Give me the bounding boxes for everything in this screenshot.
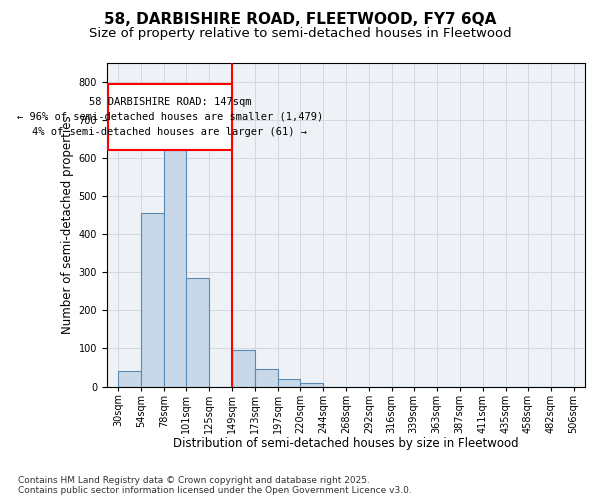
Text: 58 DARBISHIRE ROAD: 147sqm
← 96% of semi-detached houses are smaller (1,479)
4% : 58 DARBISHIRE ROAD: 147sqm ← 96% of semi… bbox=[17, 97, 323, 136]
Bar bbox=[186, 278, 209, 386]
Text: Size of property relative to semi-detached houses in Fleetwood: Size of property relative to semi-detach… bbox=[89, 28, 511, 40]
Bar bbox=[164, 150, 186, 386]
Bar bbox=[300, 382, 323, 386]
Text: 58, DARBISHIRE ROAD, FLEETWOOD, FY7 6QA: 58, DARBISHIRE ROAD, FLEETWOOD, FY7 6QA bbox=[104, 12, 496, 28]
Bar bbox=[278, 379, 300, 386]
Bar bbox=[108, 84, 232, 150]
Bar bbox=[232, 350, 255, 386]
Y-axis label: Number of semi-detached properties: Number of semi-detached properties bbox=[61, 115, 74, 334]
Bar bbox=[255, 370, 278, 386]
Text: Contains HM Land Registry data © Crown copyright and database right 2025.
Contai: Contains HM Land Registry data © Crown c… bbox=[18, 476, 412, 495]
X-axis label: Distribution of semi-detached houses by size in Fleetwood: Distribution of semi-detached houses by … bbox=[173, 437, 518, 450]
Bar bbox=[118, 372, 141, 386]
Bar bbox=[141, 213, 164, 386]
